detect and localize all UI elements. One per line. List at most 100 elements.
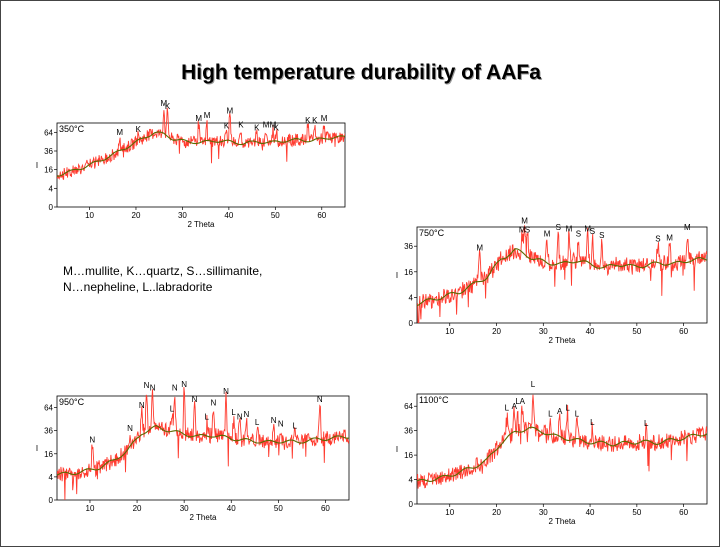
y-tick-label: 36 — [44, 147, 53, 156]
peak-label: N — [181, 380, 187, 389]
x-tick-label: 10 — [85, 211, 94, 220]
peak-label: S — [590, 227, 595, 236]
y-tick-label: 64 — [404, 402, 413, 411]
y-tick-label: 64 — [44, 128, 53, 137]
y-tick-label: 64 — [44, 404, 53, 413]
x-axis-label: 2 Theta — [188, 220, 216, 229]
y-tick-label: 4 — [49, 473, 54, 482]
y-tick-label: 16 — [44, 450, 53, 459]
raw-intensity-trace — [417, 394, 707, 489]
peak-label: L — [644, 419, 649, 428]
x-tick-label: 60 — [679, 508, 688, 517]
peak-label: N — [223, 387, 229, 396]
x-tick-label: 10 — [445, 327, 454, 336]
x-tick-label: 60 — [317, 211, 326, 220]
y-axis-label: I — [36, 161, 38, 170]
peak-label: N — [89, 436, 95, 445]
plot-frame — [56, 395, 350, 501]
y-tick-label: 4 — [49, 184, 54, 193]
x-tick-label: 30 — [180, 504, 189, 513]
y-tick-label: 16 — [404, 268, 413, 277]
peak-label: L — [505, 403, 510, 412]
x-tick-label: 40 — [586, 508, 595, 517]
y-tick-label: 16 — [44, 166, 53, 175]
x-tick-label: 20 — [132, 211, 141, 220]
y-axis-label: I — [36, 444, 38, 453]
y-tick-label: 0 — [49, 203, 54, 212]
y-tick-label: 0 — [409, 319, 414, 328]
peak-label: M — [476, 244, 483, 253]
peak-label: L — [293, 422, 298, 431]
temperature-label: 950°C — [59, 397, 85, 407]
smoothed-trace — [417, 248, 707, 307]
data-area — [417, 394, 707, 489]
peak-label: N — [317, 395, 323, 404]
y-tick-label: 36 — [44, 427, 53, 436]
peak-label: M — [116, 128, 123, 137]
peak-label: S — [556, 223, 561, 232]
peak-label: M — [566, 224, 573, 233]
x-tick-label: 10 — [86, 504, 95, 513]
smoothed-trace — [417, 426, 707, 482]
peak-label: M — [666, 233, 673, 242]
data-area — [417, 225, 707, 323]
x-tick-label: 30 — [178, 211, 187, 220]
peak-label: K — [254, 123, 260, 132]
peak-label: L — [255, 418, 260, 427]
x-tick-label: 30 — [539, 327, 548, 336]
x-axis-label: 2 Theta — [549, 336, 577, 345]
peak-label: S — [655, 235, 660, 244]
peak-label: K — [165, 102, 171, 111]
peak-label: K — [274, 123, 280, 132]
y-axis-label: I — [396, 445, 398, 454]
peak-label: L — [575, 409, 580, 418]
x-tick-label: 10 — [445, 508, 454, 517]
x-tick-label: 20 — [492, 508, 501, 517]
plot-frame — [416, 226, 708, 324]
peak-label: M — [684, 223, 691, 232]
y-tick-label: 16 — [404, 451, 413, 460]
peak-label: K — [238, 121, 244, 130]
y-tick-label: 0 — [409, 500, 414, 509]
peak-label: A — [557, 407, 563, 416]
data-area — [57, 386, 349, 500]
peak-label: N — [278, 419, 284, 428]
x-tick-label: 50 — [632, 327, 641, 336]
x-tick-label: 20 — [133, 504, 142, 513]
peak-label: N — [127, 424, 133, 433]
y-tick-label: 4 — [409, 293, 414, 302]
peak-label: N — [243, 410, 249, 419]
x-tick-label: 50 — [271, 211, 280, 220]
temperature-label: 750°C — [419, 228, 445, 238]
peak-label: N — [271, 416, 277, 425]
peak-label: M — [584, 224, 591, 233]
phase-legend: M…mullite, K…quartz, S…sillimanite, N…ne… — [63, 263, 262, 295]
y-tick-label: 36 — [404, 242, 413, 251]
peak-label: N — [139, 401, 145, 410]
peak-label: N — [192, 395, 198, 404]
peak-label: M — [226, 107, 233, 116]
peak-label: S — [599, 231, 604, 240]
peak-label: L — [531, 380, 536, 389]
x-tick-label: 40 — [227, 504, 236, 513]
peak-label: A — [520, 397, 526, 406]
smoothed-trace — [57, 425, 349, 476]
peak-label: L — [170, 404, 175, 413]
peak-label: M — [519, 226, 526, 235]
y-tick-label: 0 — [49, 496, 54, 505]
x-tick-label: 40 — [586, 327, 595, 336]
raw-intensity-trace — [417, 225, 707, 323]
peak-label: N — [172, 384, 178, 393]
peak-label: N — [150, 384, 156, 393]
peak-label: L — [515, 397, 520, 406]
peak-label: M — [161, 99, 168, 108]
peak-label: L — [231, 408, 236, 417]
x-tick-label: 50 — [632, 508, 641, 517]
x-tick-label: 50 — [274, 504, 283, 513]
smoothed-trace — [57, 131, 345, 177]
